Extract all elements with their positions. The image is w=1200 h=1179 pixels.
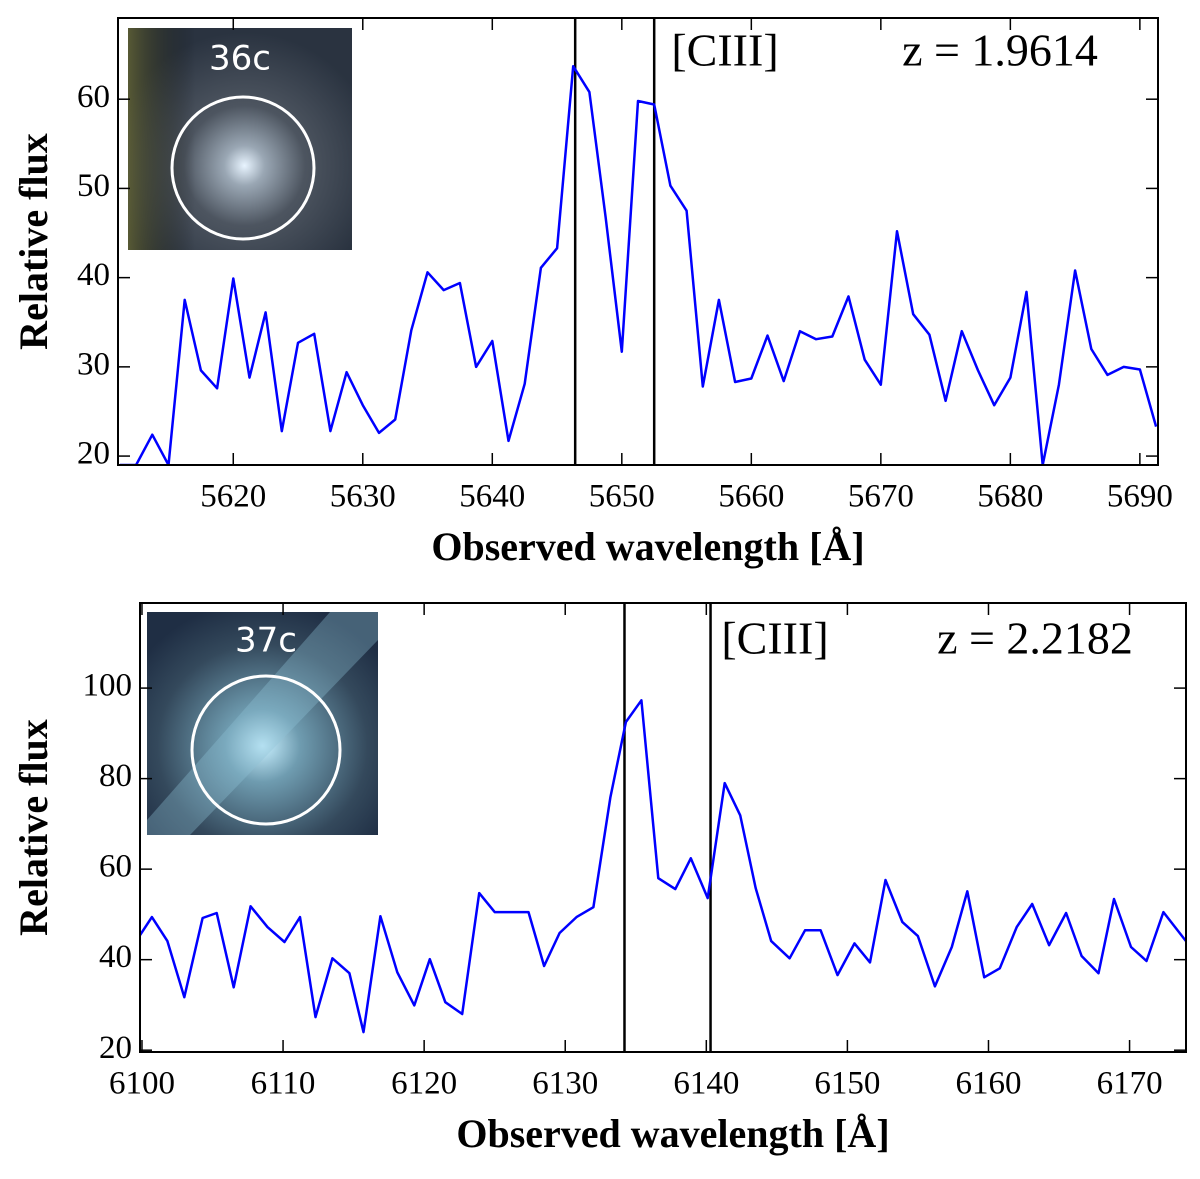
inset-image xyxy=(147,612,378,835)
y-tick-label: 20 xyxy=(99,1030,132,1066)
inset-label: 36c xyxy=(209,39,271,79)
x-tick-label: 5640 xyxy=(459,479,525,515)
y-tick-label: 60 xyxy=(99,849,132,885)
x-tick-label: 5630 xyxy=(330,479,396,515)
x-tick-label: 6130 xyxy=(532,1066,598,1102)
plot-frame xyxy=(139,602,1187,1053)
y-tick-label: 40 xyxy=(99,939,132,975)
redshift-label: z = 2.2182 xyxy=(937,613,1133,664)
plot-clip xyxy=(119,18,1158,465)
x-tick-label: 6140 xyxy=(673,1066,739,1102)
x-tick-label: 6150 xyxy=(814,1066,880,1102)
x-tick-label: 6120 xyxy=(391,1066,457,1102)
y-axis-label: Relative flux xyxy=(11,719,56,936)
inset-image xyxy=(128,28,352,250)
redshift-label: z = 1.9614 xyxy=(902,25,1098,76)
line-label: [CIII] xyxy=(671,25,778,76)
x-tick-label: 5690 xyxy=(1107,479,1173,515)
y-tick-label: 50 xyxy=(77,168,110,204)
inset-label: 37c xyxy=(235,621,297,661)
plot-frame xyxy=(117,17,1159,466)
y-axis-label: Relative flux xyxy=(11,133,56,350)
x-axis-label: Observed wavelength [Å] xyxy=(456,1111,889,1156)
x-tick-label: 6110 xyxy=(251,1066,316,1102)
x-tick-label: 5680 xyxy=(977,479,1043,515)
plot-clip xyxy=(140,603,1186,1052)
y-tick-label: 100 xyxy=(83,668,133,704)
x-tick-label: 6100 xyxy=(109,1066,175,1102)
x-tick-label: 6170 xyxy=(1097,1066,1163,1102)
y-tick-label: 40 xyxy=(77,257,110,293)
y-tick-label: 20 xyxy=(77,436,110,472)
line-label: [CIII] xyxy=(721,613,828,664)
x-tick-label: 6160 xyxy=(955,1066,1021,1102)
x-tick-label: 5670 xyxy=(848,479,914,515)
x-tick-label: 5660 xyxy=(718,479,784,515)
x-tick-label: 5620 xyxy=(200,479,266,515)
y-tick-label: 30 xyxy=(77,346,110,382)
spectrum xyxy=(119,64,1158,465)
x-axis-label: Observed wavelength [Å] xyxy=(431,524,864,569)
x-tick-label: 5650 xyxy=(589,479,655,515)
y-tick-label: 60 xyxy=(77,79,110,115)
y-tick-label: 80 xyxy=(99,758,132,794)
spectrum xyxy=(140,699,1186,1034)
